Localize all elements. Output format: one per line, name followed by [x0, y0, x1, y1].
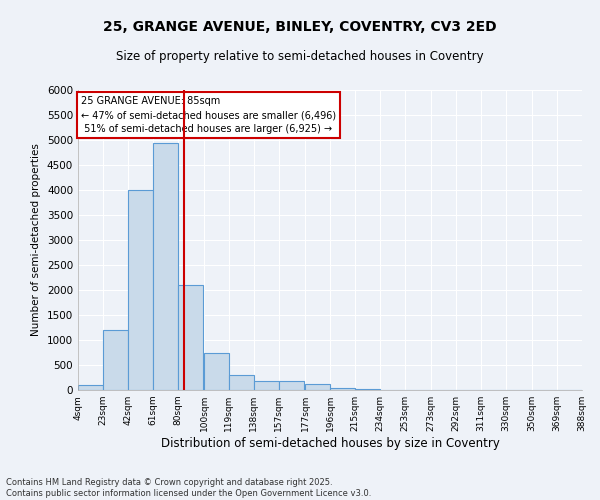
Text: Size of property relative to semi-detached houses in Coventry: Size of property relative to semi-detach…	[116, 50, 484, 63]
Bar	[330, 388, 355, 390]
Text: 25, GRANGE AVENUE, BINLEY, COVENTRY, CV3 2ED: 25, GRANGE AVENUE, BINLEY, COVENTRY, CV3…	[103, 20, 497, 34]
X-axis label: Distribution of semi-detached houses by size in Coventry: Distribution of semi-detached houses by …	[161, 437, 499, 450]
Bar	[128, 190, 153, 390]
Text: Contains HM Land Registry data © Crown copyright and database right 2025.
Contai: Contains HM Land Registry data © Crown c…	[6, 478, 371, 498]
Bar	[355, 389, 380, 390]
Bar	[229, 375, 254, 390]
Bar	[204, 352, 229, 390]
Bar	[78, 385, 103, 390]
Bar	[178, 285, 203, 390]
Bar	[305, 384, 330, 390]
Text: 25 GRANGE AVENUE: 85sqm
← 47% of semi-detached houses are smaller (6,496)
 51% o: 25 GRANGE AVENUE: 85sqm ← 47% of semi-de…	[80, 96, 335, 134]
Y-axis label: Number of semi-detached properties: Number of semi-detached properties	[31, 144, 41, 336]
Bar	[153, 142, 178, 390]
Bar	[279, 381, 304, 390]
Bar	[103, 330, 128, 390]
Bar	[254, 381, 279, 390]
